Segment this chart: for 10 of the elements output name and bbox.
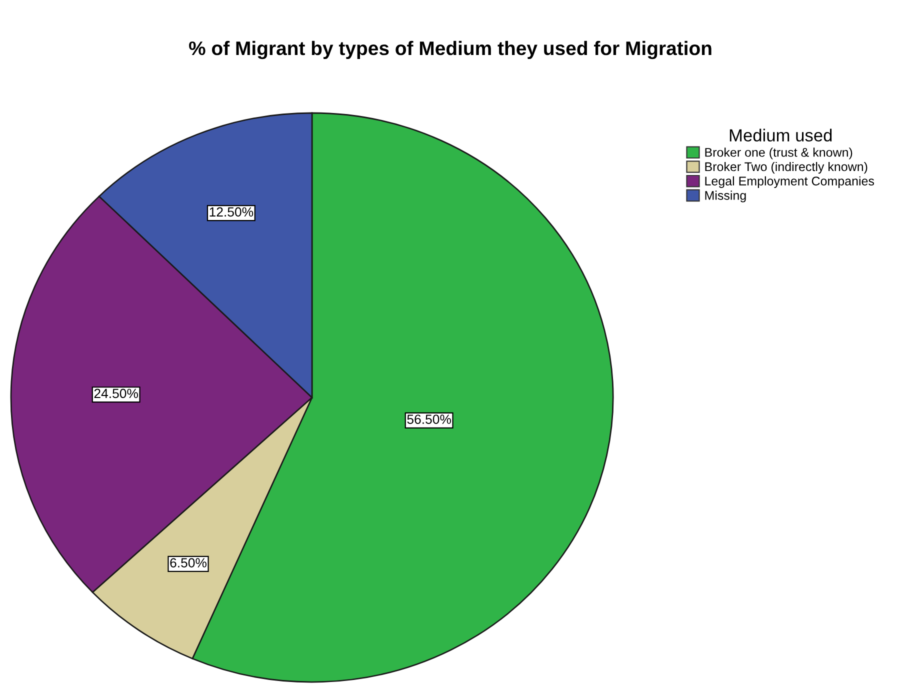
legend-label: Broker one (trust & known) [705,148,852,160]
data-label: 24.50% [94,388,138,398]
data-label: 6.50% [170,558,206,568]
data-label: 56.50% [407,414,451,424]
legend-label: Missing [705,190,746,202]
legend-label: Broker Two (indirectly known) [705,162,868,174]
data-label: 12.50% [210,207,254,217]
legend-label: Legal Employment Companies [705,176,874,188]
legend-title: Medium used [730,128,832,142]
chart-title: % of Migrant by types of Medium they used for Migration [189,40,712,60]
